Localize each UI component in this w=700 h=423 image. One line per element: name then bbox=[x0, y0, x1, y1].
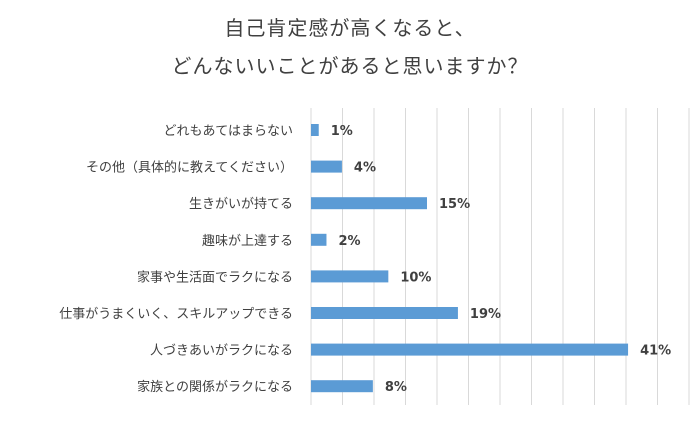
category-label: どれもあてはまらない bbox=[164, 124, 293, 139]
data-label: 1% bbox=[331, 124, 353, 139]
bar bbox=[311, 197, 427, 210]
category-label: 家族との関係がラクになる bbox=[137, 379, 293, 395]
data-label: 8% bbox=[385, 380, 407, 395]
data-label: 4% bbox=[354, 161, 376, 176]
data-label: 41% bbox=[640, 344, 671, 359]
bar bbox=[311, 160, 342, 173]
category-label: その他（具体的に教えてください） bbox=[86, 160, 293, 176]
category-label: 趣味が上達する bbox=[202, 234, 293, 249]
data-label: 2% bbox=[338, 234, 360, 249]
bar bbox=[311, 380, 373, 393]
bar bbox=[311, 233, 327, 246]
data-label: 15% bbox=[439, 197, 470, 212]
category-label: 生きがいが持てる bbox=[189, 197, 293, 212]
category-label: 仕事がうまくいく、スキルアップできる bbox=[59, 307, 293, 322]
category-label: 人づきあいがラクになる bbox=[150, 344, 293, 359]
chart-title-line-2: どんないいことがあると思いますか？ bbox=[171, 54, 529, 78]
bar bbox=[311, 307, 458, 319]
bar bbox=[311, 124, 319, 136]
data-label: 10% bbox=[400, 270, 431, 285]
chart-title-line-1: 自己肯定感が高くなると、 bbox=[224, 16, 476, 40]
data-label: 19% bbox=[470, 307, 501, 322]
category-label: 家事や生活面でラクになる bbox=[137, 269, 293, 285]
bar bbox=[311, 270, 389, 283]
bar bbox=[311, 343, 629, 356]
